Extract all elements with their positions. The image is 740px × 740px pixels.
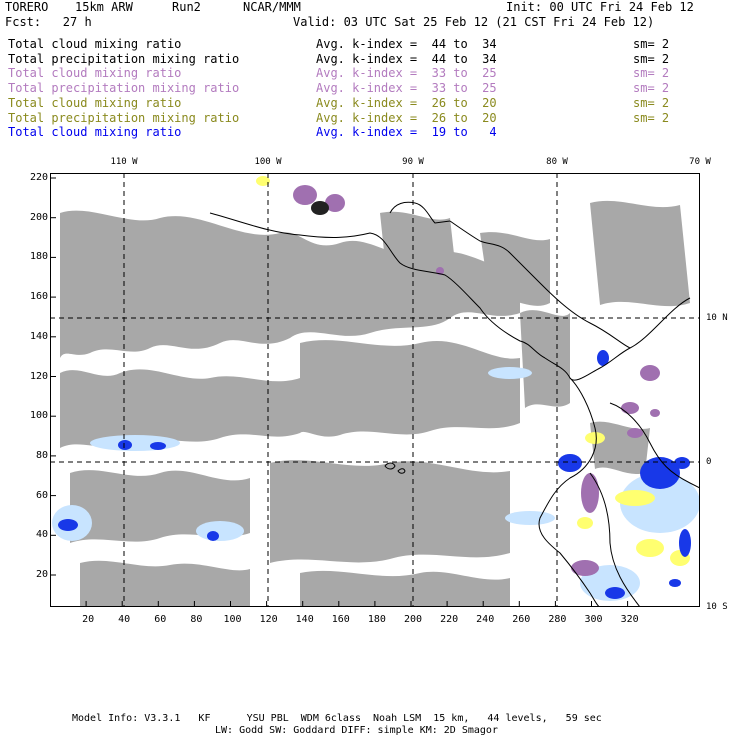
model-info-line2: LW: Godd SW: Goddard DIFF: simple KM: 2D… bbox=[215, 725, 498, 736]
valid-time: Valid: 03 UTC Sat 25 Feb 12 (21 CST Fri … bbox=[293, 15, 655, 29]
y-tick-label: 140 bbox=[29, 330, 48, 342]
legend-field: Total precipitation mixing ratio bbox=[8, 110, 240, 125]
x-tick-label: 60 bbox=[154, 614, 167, 625]
y-tick-label: 220 bbox=[29, 172, 48, 183]
x-tick-label: 280 bbox=[548, 614, 567, 625]
cloud-field-purple bbox=[293, 185, 660, 576]
longitude-label: 80 W bbox=[546, 157, 568, 167]
y-tick-label: 180 bbox=[29, 251, 48, 263]
y-tick-label: 120 bbox=[29, 370, 48, 382]
legend-kindex: Avg. k-index = 44 to 34 bbox=[316, 51, 497, 66]
legend-kindex: Avg. k-index = 19 to 4 bbox=[316, 125, 497, 140]
x-tick-label: 40 bbox=[118, 614, 131, 625]
model-title: TORERO bbox=[5, 0, 49, 14]
y-tick-label: 20 bbox=[35, 569, 48, 580]
x-tick-label: 260 bbox=[512, 614, 531, 625]
forecast-map bbox=[50, 173, 700, 607]
longitude-label: 100 W bbox=[254, 157, 282, 167]
cloud-field-black bbox=[311, 201, 329, 215]
x-tick-label: 240 bbox=[476, 614, 495, 625]
legend-sm: sm= 2 bbox=[633, 37, 670, 51]
x-tick-label: 180 bbox=[367, 614, 386, 625]
legend-kindex: Avg. k-index = 33 to 25 bbox=[316, 66, 497, 81]
init-time: Init: 00 UTC Fri 24 Feb 12 bbox=[506, 0, 694, 14]
longitude-label: 70 W bbox=[689, 157, 711, 167]
latitude-label: 10 S bbox=[706, 602, 728, 612]
latitude-label: 10 N bbox=[706, 313, 728, 323]
legend-sm: sm= 2 bbox=[633, 66, 670, 81]
y-tick-label: 200 bbox=[29, 211, 48, 223]
y-tick-label: 60 bbox=[35, 489, 48, 501]
x-tick-label: 20 bbox=[82, 614, 95, 625]
model-run: Run2 bbox=[172, 0, 201, 14]
x-tick-label: 80 bbox=[190, 614, 203, 625]
legend-sm: sm= 2 bbox=[633, 81, 670, 96]
legend-kindex: Avg. k-index = 26 to 20 bbox=[316, 95, 497, 110]
x-tick-label: 120 bbox=[259, 614, 278, 625]
legend-kindex: Avg. k-index = 44 to 34 bbox=[316, 37, 497, 51]
x-tick-label: 220 bbox=[440, 614, 459, 625]
tick-marks bbox=[50, 177, 629, 607]
legend-field: Total cloud mixing ratio bbox=[8, 125, 182, 140]
legend-field: Total cloud mixing ratio bbox=[8, 37, 182, 51]
lat-lon-grid bbox=[50, 173, 700, 607]
model-info-line1: Model Info: V3.3.1 KF YSU PBL WDM 6class… bbox=[72, 713, 602, 724]
y-tick-label: 40 bbox=[35, 529, 48, 541]
legend-field: Total cloud mixing ratio bbox=[8, 95, 182, 110]
legend-field: Total cloud mixing ratio bbox=[8, 66, 182, 81]
y-tick-label: 100 bbox=[29, 410, 48, 422]
x-tick-label: 160 bbox=[331, 614, 350, 625]
y-tick-label: 80 bbox=[35, 449, 48, 461]
cloud-field-gray bbox=[60, 200, 690, 607]
longitude-label: 90 W bbox=[402, 157, 424, 167]
x-tick-label: 140 bbox=[295, 614, 314, 625]
x-tick-label: 300 bbox=[584, 614, 603, 625]
latitude-label: 0 bbox=[706, 457, 712, 467]
x-tick-label: 100 bbox=[223, 614, 242, 625]
model-org: NCAR/MMM bbox=[243, 0, 301, 14]
legend-kindex: Avg. k-index = 33 to 25 bbox=[316, 81, 497, 96]
legend-sm: sm= 2 bbox=[633, 51, 670, 66]
cloud-field-blue bbox=[58, 350, 691, 599]
model-resolution: 15km ARW bbox=[75, 0, 133, 14]
legend-sm: sm= 2 bbox=[633, 110, 670, 125]
longitude-label: 110 W bbox=[110, 157, 138, 167]
x-tick-label: 320 bbox=[620, 614, 639, 625]
forecast-hour: Fcst: 27 h bbox=[5, 15, 92, 29]
legend-field: Total precipitation mixing ratio bbox=[8, 51, 240, 66]
legend-sm: sm= 2 bbox=[633, 95, 670, 110]
y-tick-label: 160 bbox=[29, 291, 48, 303]
coastlines bbox=[209, 201, 700, 607]
legend-field: Total precipitation mixing ratio bbox=[8, 81, 240, 96]
legend-kindex: Avg. k-index = 26 to 20 bbox=[316, 110, 497, 125]
x-tick-label: 200 bbox=[403, 614, 423, 625]
